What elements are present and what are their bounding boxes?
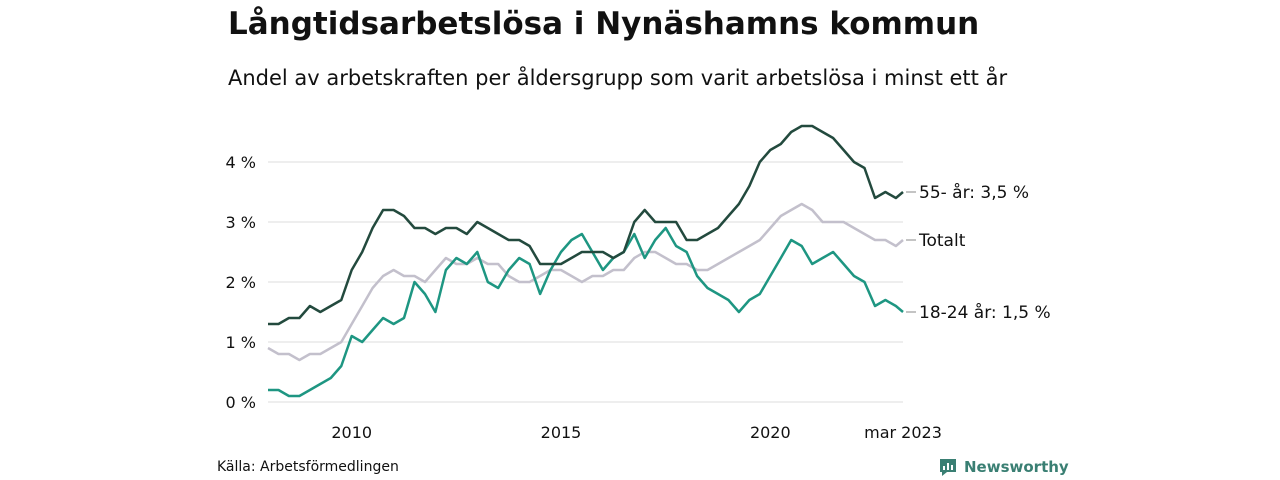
y-tick-label: 1 % [226, 333, 256, 352]
y-tick-label: 4 % [226, 153, 256, 172]
y-tick-label: 3 % [226, 213, 256, 232]
brand-name: Newsworthy [964, 458, 1069, 476]
series-line [267, 202, 904, 362]
end-labels: 55- år: 3,5 % Totalt 18-24 år: 1,5 % [906, 182, 1051, 323]
x-tick-label: 2015 [541, 423, 582, 442]
source-note: Källa: Arbetsförmedlingen [217, 459, 399, 475]
y-tick-label: 0 % [226, 393, 256, 412]
brand-logo: Newsworthy [938, 457, 1069, 477]
x-tick-label: mar 2023 [864, 423, 942, 442]
series-line [268, 226, 904, 398]
chart-title: Långtidsarbetslösa i Nynäshamns kommun [228, 6, 980, 42]
line-chart: 0 % 1 % 2 % 3 % 4 % 2010 2015 2020 mar 2023 55-… [226, 124, 1051, 442]
x-tick-label: 2010 [331, 423, 372, 442]
series-end-label: Totalt [918, 231, 966, 251]
newsworthy-logo-icon [940, 459, 956, 476]
gridlines [268, 161, 903, 403]
y-axis-ticks: 0 % 1 % 2 % 3 % 4 % [226, 153, 256, 412]
series-lines [267, 124, 904, 398]
x-tick-label: 2020 [750, 423, 791, 442]
series-end-label: 55- år: 3,5 % [919, 182, 1029, 203]
x-axis-ticks: 2010 2015 2020 mar 2023 [331, 423, 942, 442]
series-line [268, 124, 904, 326]
series-end-label: 18-24 år: 1,5 % [919, 302, 1051, 323]
chart-subtitle: Andel av arbetskraften per åldersgrupp s… [228, 66, 1008, 90]
y-tick-label: 2 % [226, 273, 256, 292]
